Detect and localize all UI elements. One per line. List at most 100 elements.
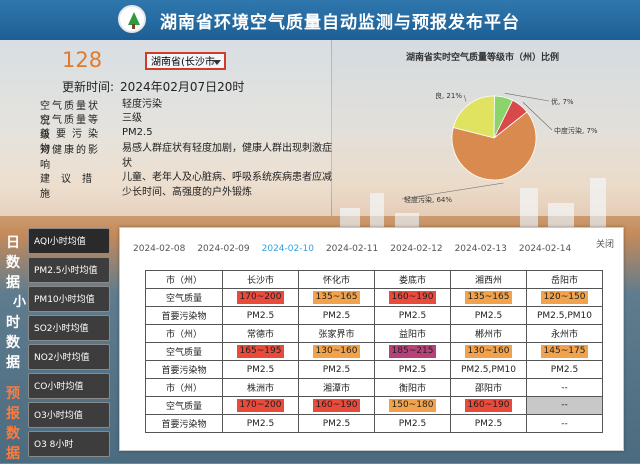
city-select[interactable]: 湖南省(长沙市 — [145, 52, 226, 70]
info-label: 建议措施 — [40, 174, 103, 200]
city-cell: 常德市 — [222, 324, 299, 343]
logo-icon — [118, 5, 146, 33]
aqi-range: 170~200 — [236, 291, 285, 304]
date-tab[interactable]: 2024-02-14 — [518, 244, 572, 254]
table-row: 首要污染物 PM2.5 PM2.5 PM2.5 PM2.5,PM10 PM2.5 — [145, 360, 603, 379]
city-cell: 湘西州 — [450, 270, 527, 289]
row-label: 首要污染物 — [145, 414, 223, 433]
row-label: 空气质量 — [145, 288, 223, 307]
update-time: 更新时间: 2024年02月07日20时 — [62, 78, 244, 95]
city-cell: 永州市 — [526, 324, 603, 343]
city-cell: 郴州市 — [450, 324, 527, 343]
menu-co-hourly[interactable]: CO小时均值 — [28, 373, 110, 399]
aqi-range-cell: 135~165 — [450, 288, 527, 307]
forecast-table: 市（州） 长沙市 怀化市 娄底市 湘西州 岳阳市 空气质量 170~200 135~165 160… — [145, 270, 603, 433]
aqi-range-cell: -- — [526, 396, 603, 415]
aqi-range: 130~160 — [312, 345, 361, 358]
pie-slice[interactable] — [451, 111, 537, 181]
city-cell: 怀化市 — [298, 270, 375, 289]
vertical-label-daily: 日数据 — [6, 235, 20, 291]
aqi-range-cell: 150~180 — [374, 396, 451, 415]
aqi-range-cell: 120~150 — [526, 288, 603, 307]
menu-pm10-hourly[interactable]: PM10小时均值 — [28, 286, 110, 312]
aqi-range: -- — [561, 400, 568, 410]
city-cell: 娄底市 — [374, 270, 451, 289]
city-cell: -- — [526, 378, 603, 397]
table-row: 市（州） 长沙市 怀化市 娄底市 湘西州 岳阳市 — [145, 270, 603, 289]
row-label: 市（州） — [145, 378, 223, 397]
vertical-label-hourly: 小 — [12, 295, 26, 310]
aqi-range: 160~190 — [312, 399, 361, 412]
pollutant-cell: PM2.5 — [374, 414, 451, 433]
aqi-range-cell: 185~215 — [374, 342, 451, 361]
pollutant-cell: PM2.5 — [222, 414, 299, 433]
city-cell: 张家界市 — [298, 324, 375, 343]
menu-o3-hourly[interactable]: O3小时均值 — [28, 402, 110, 428]
pie-leader-line — [522, 102, 553, 131]
menu-no2-hourly[interactable]: NO2小时均值 — [28, 344, 110, 370]
city-cell: 衡阳市 — [374, 378, 451, 397]
table-row: 空气质量 170~200 135~165 160~190 135~165 120~150 — [145, 288, 603, 307]
pollutant-cell: PM2.5 — [298, 306, 375, 325]
pollutant-cell: PM2.5 — [450, 414, 527, 433]
aqi-range-cell: 135~165 — [298, 288, 375, 307]
info-row: 空气质量状况 轻度污染 — [40, 97, 162, 127]
info-row: 建议措施 儿童、老年人及心脏病、呼吸系统疾病患者应减少长时间、高强度的户外锻炼 — [40, 170, 332, 200]
info-label: 空气质量状况 — [40, 101, 100, 127]
update-value: 2024年02月07日20时 — [120, 80, 245, 94]
menu-aqi-hourly[interactable]: AQI小时均值 — [28, 228, 110, 254]
pie-slice[interactable] — [452, 95, 495, 139]
menu-pm25-hourly[interactable]: PM2.5小时均值 — [28, 257, 110, 283]
aqi-range-cell: 170~200 — [222, 288, 299, 307]
table-row: 空气质量 165~195 130~160 185~215 130~160 145~175 — [145, 342, 603, 361]
info-label: 空气质量等级 — [40, 115, 100, 141]
info-value: 三级 — [122, 113, 142, 124]
app-header: 湖南省环境空气质量自动监测与预报发布平台 — [0, 0, 640, 40]
aqi-range-cell: 160~190 — [374, 288, 451, 307]
info-value: 易感人群症状有轻度加剧，健康人群出现刺激症状 — [122, 143, 332, 169]
aqi-range-cell: 160~190 — [298, 396, 375, 415]
close-button[interactable]: 关闭 — [596, 240, 615, 250]
date-tab[interactable]: 2024-02-11 — [325, 244, 379, 254]
city-cell: 益阳市 — [374, 324, 451, 343]
aqi-range: 170~200 — [236, 399, 285, 412]
date-tab[interactable]: 2024-02-12 — [390, 244, 443, 254]
info-value: 轻度污染 — [122, 99, 162, 110]
pollutant-cell: PM2.5,PM10 — [526, 306, 603, 325]
pie-leader-line — [401, 182, 504, 200]
aqi-range-cell: 165~195 — [222, 342, 299, 361]
row-label: 空气质量 — [145, 396, 223, 415]
menu-so2-hourly[interactable]: SO2小时均值 — [28, 315, 110, 341]
pollutant-cell: PM2.5 — [374, 360, 451, 379]
aqi-value: 128 — [62, 48, 103, 72]
aqi-range: 165~195 — [236, 345, 285, 358]
date-tab[interactable]: 2024-02-13 — [454, 244, 507, 254]
aqi-range-cell: 145~175 — [526, 342, 603, 361]
pollutant-cell: PM2.5 — [298, 414, 375, 433]
table-row: 市（州） 株洲市 湘潭市 衡阳市 邵阳市 -- — [145, 378, 603, 397]
pie-label: 优, 7% — [551, 97, 574, 106]
table-row: 首要污染物 PM2.5 PM2.5 PM2.5 PM2.5 -- — [145, 414, 603, 433]
pollutant-cell: -- — [526, 414, 603, 433]
pollutant-cell: PM2.5 — [450, 306, 527, 325]
menu-o3-8h[interactable]: O3 8小时 — [28, 431, 110, 457]
date-tab-selected[interactable]: 2024-02-10 — [261, 244, 314, 254]
aqi-range-cell: 170~200 — [222, 396, 299, 415]
pollutant-cell: PM2.5 — [374, 306, 451, 325]
pollutant-cell: PM2.5 — [222, 306, 299, 325]
pollutant-cell: PM2.5,PM10 — [450, 360, 527, 379]
info-label: 对健康的影响 — [40, 145, 100, 171]
pie-leader-line — [463, 94, 467, 102]
table-row: 市（州） 常德市 张家界市 益阳市 郴州市 永州市 — [145, 324, 603, 343]
table-row: 首要污染物 PM2.5 PM2.5 PM2.5 PM2.5 PM2.5,PM10 — [145, 306, 603, 325]
page-title: 湖南省环境空气质量自动监测与预报发布平台 — [160, 13, 520, 33]
pie-label: 中度污染, 7% — [554, 126, 598, 135]
pie-chart: 良, 21% 优, 7% 中度污染, 7% 轻度污染, 64% — [401, 91, 598, 204]
city-cell: 长沙市 — [222, 270, 299, 289]
date-tab[interactable]: 2024-02-09 — [197, 244, 250, 254]
vertical-label-forecast: 预报数据 — [6, 386, 20, 462]
info-row: 首要污染物 PM2.5 — [40, 125, 153, 155]
date-tab[interactable]: 2024-02-08 — [133, 244, 186, 254]
city-cell: 邵阳市 — [450, 378, 527, 397]
pollutant-cell: PM2.5 — [298, 360, 375, 379]
